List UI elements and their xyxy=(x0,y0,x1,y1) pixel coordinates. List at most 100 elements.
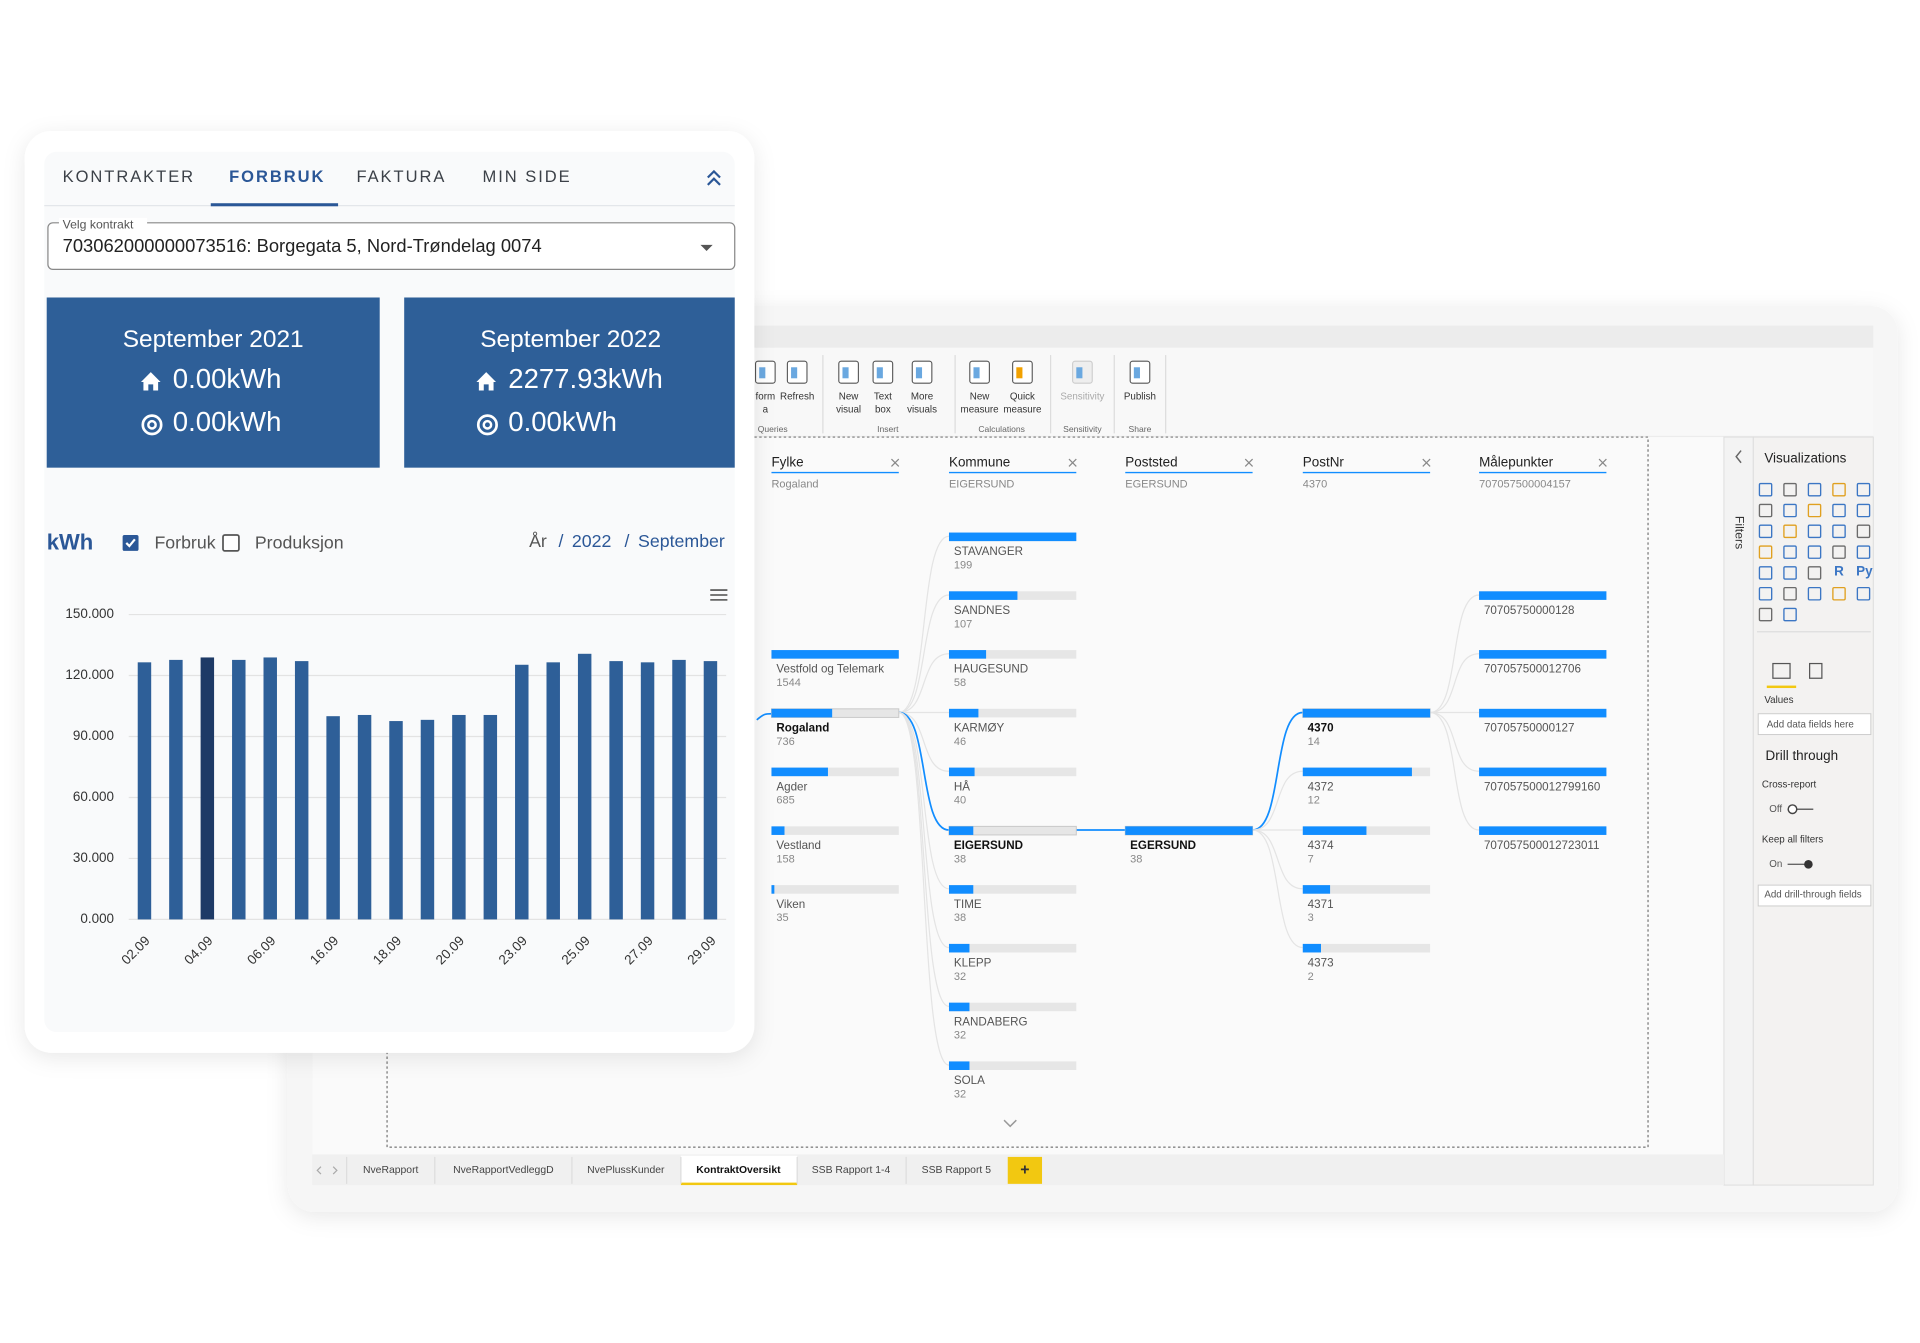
tree-bar-track[interactable] xyxy=(771,767,899,777)
tree-bar-track[interactable] xyxy=(948,708,1077,718)
tree-bar[interactable] xyxy=(1302,943,1321,953)
ribbon-item-label[interactable]: visuals xyxy=(907,405,937,416)
nav-tab[interactable]: FORBRUK xyxy=(229,167,325,186)
visual-type-icon[interactable] xyxy=(1758,524,1773,539)
sheet-tab[interactable]: NvePlussKunder xyxy=(587,1165,665,1176)
visual-type-icon[interactable] xyxy=(1832,586,1846,601)
ribbon-item-label[interactable]: Sensitivity xyxy=(1060,391,1104,402)
sheet-tab[interactable]: NveRapportVedleggD xyxy=(453,1165,554,1176)
tree-node-label[interactable]: 70705750000128 xyxy=(1484,604,1575,617)
visual-type-icon[interactable] xyxy=(1807,545,1822,559)
sheet-tab[interactable]: NveRapport xyxy=(363,1165,419,1176)
tree-bar-track[interactable] xyxy=(771,885,899,894)
tree-bar[interactable] xyxy=(1302,826,1367,835)
tree-bar-track[interactable] xyxy=(948,1002,1077,1012)
tree-bar[interactable] xyxy=(948,1002,970,1012)
tree-bar-track[interactable] xyxy=(1302,943,1431,953)
visual-type-icon[interactable] xyxy=(1832,545,1846,559)
tree-bar[interactable] xyxy=(948,708,979,718)
tree-bar[interactable] xyxy=(948,767,975,777)
tree-bar[interactable] xyxy=(948,826,974,835)
breadcrumb-item[interactable]: 2022 xyxy=(572,531,612,551)
chart-menu[interactable] xyxy=(710,589,728,601)
tree-bar[interactable] xyxy=(771,708,833,718)
collapse-icon[interactable] xyxy=(707,169,721,186)
visual-type-icon[interactable] xyxy=(1807,586,1822,601)
tree-bar-track[interactable] xyxy=(948,1061,1077,1070)
visual-type-icon[interactable] xyxy=(1783,503,1797,518)
visual-type-icon[interactable] xyxy=(1758,586,1773,601)
visual-type-icon[interactable] xyxy=(1758,607,1773,622)
tree-level-close[interactable] xyxy=(1598,458,1607,467)
bar[interactable] xyxy=(546,662,560,920)
tree-node-label[interactable]: RANDABERG xyxy=(954,1015,1028,1028)
visual-type-icon-text[interactable]: Py xyxy=(1856,563,1873,578)
visual-type-icon[interactable] xyxy=(1856,503,1871,518)
bar[interactable] xyxy=(483,714,498,920)
tree-level-title[interactable]: PostNr xyxy=(1303,454,1345,469)
format-tab-icon[interactable] xyxy=(1809,662,1823,679)
bar[interactable] xyxy=(609,661,623,920)
visual-type-icon[interactable] xyxy=(1758,482,1773,497)
visual-type-icon-text[interactable]: R xyxy=(1834,563,1844,578)
checkbox[interactable] xyxy=(222,534,240,552)
tree-bar[interactable] xyxy=(948,650,987,659)
bar[interactable] xyxy=(357,714,372,920)
tree-bar[interactable] xyxy=(771,885,775,894)
ribbon-item-label[interactable]: a xyxy=(763,405,769,416)
fields-tab-icon[interactable] xyxy=(1772,662,1791,679)
contract-select[interactable] xyxy=(47,222,736,270)
visual-type-icon[interactable] xyxy=(1783,524,1797,539)
sheet-tab[interactable]: KontraktOversikt xyxy=(696,1165,781,1176)
nav-tab[interactable]: KONTRAKTER xyxy=(63,167,195,186)
tree-bar-track[interactable] xyxy=(948,885,1077,894)
tree-bar[interactable] xyxy=(948,532,1077,542)
tree-node-label[interactable]: SANDNES xyxy=(954,604,1010,617)
tree-bar[interactable] xyxy=(771,650,899,659)
tree-node-label[interactable]: KARMØY xyxy=(954,722,1005,735)
bar[interactable] xyxy=(640,662,655,920)
nav-tab[interactable]: MIN SIDE xyxy=(483,167,572,186)
tree-bar-track[interactable] xyxy=(1302,885,1431,894)
visual-type-icon[interactable] xyxy=(1807,524,1822,539)
ribbon-item-label[interactable]: Quick xyxy=(1010,391,1035,402)
tree-bar[interactable] xyxy=(1479,650,1607,659)
tab-scroll[interactable] xyxy=(316,1166,338,1175)
sheet-tab[interactable]: SSB Rapport 1-4 xyxy=(812,1165,891,1176)
bar[interactable] xyxy=(232,659,246,920)
visual-type-icon[interactable] xyxy=(1832,503,1846,518)
collapse-arrow[interactable] xyxy=(1735,450,1742,464)
toggle-knob[interactable] xyxy=(1804,860,1813,869)
bar[interactable] xyxy=(294,661,309,920)
ribbon-item-label[interactable]: More xyxy=(911,391,933,402)
tree-node-label[interactable]: 4372 xyxy=(1308,780,1334,793)
tree-bar[interactable] xyxy=(948,1061,970,1070)
drop-zone[interactable] xyxy=(1757,713,1872,736)
visual-type-icon[interactable] xyxy=(1856,482,1871,497)
tree-node-label[interactable]: HAUGESUND xyxy=(954,663,1028,676)
tree-node-label[interactable]: 4371 xyxy=(1308,898,1334,911)
tree-node-label[interactable]: Agder xyxy=(776,780,807,793)
bar[interactable] xyxy=(326,716,340,920)
tree-bar[interactable] xyxy=(771,826,785,835)
ribbon-item-label[interactable]: Text xyxy=(874,391,892,402)
visual-type-icon[interactable] xyxy=(1758,545,1773,559)
tree-bar[interactable] xyxy=(1479,826,1607,835)
tree-level-close[interactable] xyxy=(891,458,900,467)
visual-type-icon[interactable] xyxy=(1807,482,1822,497)
tree-node-label[interactable]: Viken xyxy=(776,898,805,911)
tree-bar[interactable] xyxy=(948,885,974,894)
tree-bar-track[interactable] xyxy=(771,826,899,835)
visual-type-icon[interactable] xyxy=(1783,586,1797,601)
ribbon-item-label[interactable]: form xyxy=(756,391,776,402)
tree-node-label[interactable]: Rogaland xyxy=(776,722,829,735)
visual-type-icon[interactable] xyxy=(1856,524,1871,539)
ribbon-item-label[interactable]: visual xyxy=(836,405,861,416)
filters-strip[interactable] xyxy=(1723,436,1754,1186)
ribbon-item-label[interactable]: measure xyxy=(961,405,999,416)
tree-bar[interactable] xyxy=(1302,885,1331,894)
ribbon-icon[interactable] xyxy=(969,360,990,384)
dropdown-arrow[interactable] xyxy=(700,244,713,251)
add-tab-label[interactable]: + xyxy=(1020,1162,1029,1179)
tree-bar-track[interactable] xyxy=(948,650,1077,659)
